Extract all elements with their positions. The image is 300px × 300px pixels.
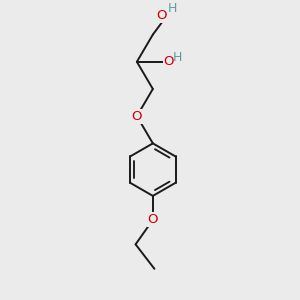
Text: O: O (164, 55, 174, 68)
Text: H: H (168, 2, 177, 15)
Text: O: O (157, 9, 167, 22)
Text: O: O (132, 110, 142, 123)
Text: H: H (173, 51, 182, 64)
Text: O: O (148, 213, 158, 226)
